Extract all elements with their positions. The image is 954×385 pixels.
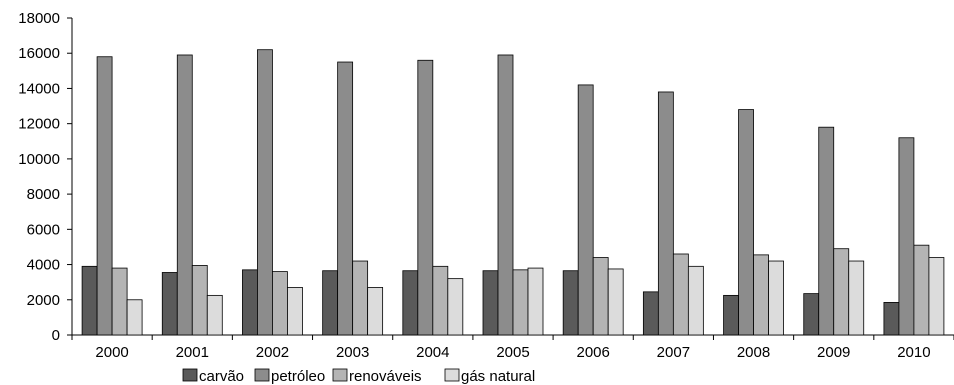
bar-1-2003 (322, 270, 339, 336)
x-tick-label: 2005 (496, 344, 529, 361)
bar-1-2000 (81, 265, 98, 336)
x-tick-label: 2007 (657, 344, 690, 361)
legend: carvão petróleo renováveis gás natural (182, 368, 535, 385)
bar-2-2002 (257, 49, 273, 336)
bar-2-2006 (577, 84, 594, 336)
y-tick-label: 18000 (18, 10, 60, 27)
bar-1-2004 (402, 270, 419, 336)
x-tick-label: 2010 (897, 344, 930, 361)
x-tick-label: 2009 (817, 344, 850, 361)
bar-4-2009 (848, 260, 865, 336)
bar-1-2007 (642, 291, 659, 336)
bar-3-2006 (592, 257, 609, 336)
x-tick-label: 2006 (576, 344, 609, 361)
bar-3-2003 (352, 260, 369, 336)
bar-2-2001 (176, 54, 193, 336)
x-tick-label: 2008 (737, 344, 770, 361)
bar-3-2007 (672, 253, 689, 336)
bar-4-2010 (928, 257, 945, 336)
legend-label: gás natural (461, 368, 535, 385)
bar-2-2007 (657, 91, 674, 336)
bar-3-2002 (272, 271, 288, 336)
bar-1-2009 (803, 293, 820, 336)
legend-item: carvão (182, 368, 244, 385)
y-tick-label: 0 (52, 327, 60, 344)
y-tick-label: 16000 (18, 45, 60, 62)
bar-2-2003 (337, 61, 354, 336)
bar-1-2010 (883, 302, 900, 336)
legend-swatch (332, 368, 348, 382)
bar-4-2003 (367, 287, 384, 336)
bar-4-2007 (687, 265, 704, 336)
x-tick-label: 2000 (95, 344, 128, 361)
bar-4-2004 (447, 278, 464, 336)
bar-4-2002 (287, 287, 303, 336)
y-tick-label: 10000 (18, 151, 60, 168)
legend-label: petróleo (271, 368, 325, 385)
legend-label: carvão (199, 368, 244, 385)
y-tick-label: 12000 (18, 116, 60, 133)
x-tick-label: 2003 (336, 344, 369, 361)
bar-3-2009 (833, 248, 850, 336)
bar-4-2008 (768, 260, 784, 336)
legend-swatch (254, 368, 270, 382)
bar-4-2001 (206, 294, 223, 336)
bar-1-2008 (723, 294, 739, 336)
bars-group (81, 49, 945, 336)
legend-swatch (182, 368, 198, 382)
legend-label: renováveis (349, 368, 422, 385)
legend-item: renováveis (332, 368, 422, 385)
legend-item: petróleo (254, 368, 325, 385)
x-tick-label: 2002 (256, 344, 289, 361)
bar-3-2010 (913, 244, 930, 336)
bar-3-2001 (191, 265, 208, 336)
bar-2-2000 (96, 56, 113, 336)
bar-2-2009 (818, 126, 835, 336)
legend-swatch (444, 368, 460, 382)
bar-1-2002 (242, 269, 258, 336)
y-tick-label: 8000 (27, 186, 60, 203)
y-axis: 0 2000 4000 6000 8000 10000 12000 14000 16000 180… (18, 10, 73, 344)
bar-1-2005 (482, 270, 499, 336)
bar-2-2010 (898, 137, 915, 336)
bar-3-2000 (111, 267, 128, 336)
bar-1-2001 (161, 272, 178, 336)
bar-3-2005 (512, 269, 529, 336)
bar-4-2006 (607, 268, 624, 336)
y-tick-label: 6000 (27, 221, 60, 238)
bar-3-2008 (753, 254, 769, 336)
bar-2-2008 (738, 109, 754, 336)
y-tick-label: 2000 (27, 292, 60, 309)
bar-4-2005 (527, 267, 544, 336)
x-axis: 2000 2001 2002 2003 2004 2005 2006 2007 2008 2009… (71, 334, 954, 361)
x-tick-label: 2001 (176, 344, 209, 361)
bar-3-2004 (432, 265, 449, 336)
legend-item: gás natural (444, 368, 535, 385)
y-tick-label: 14000 (18, 80, 60, 97)
x-tick-label: 2004 (416, 344, 449, 361)
bar-4-2000 (126, 299, 143, 336)
bar-1-2006 (562, 270, 579, 336)
bar-2-2005 (497, 54, 514, 336)
bar-2-2004 (417, 59, 434, 336)
y-tick-label: 4000 (27, 257, 60, 274)
